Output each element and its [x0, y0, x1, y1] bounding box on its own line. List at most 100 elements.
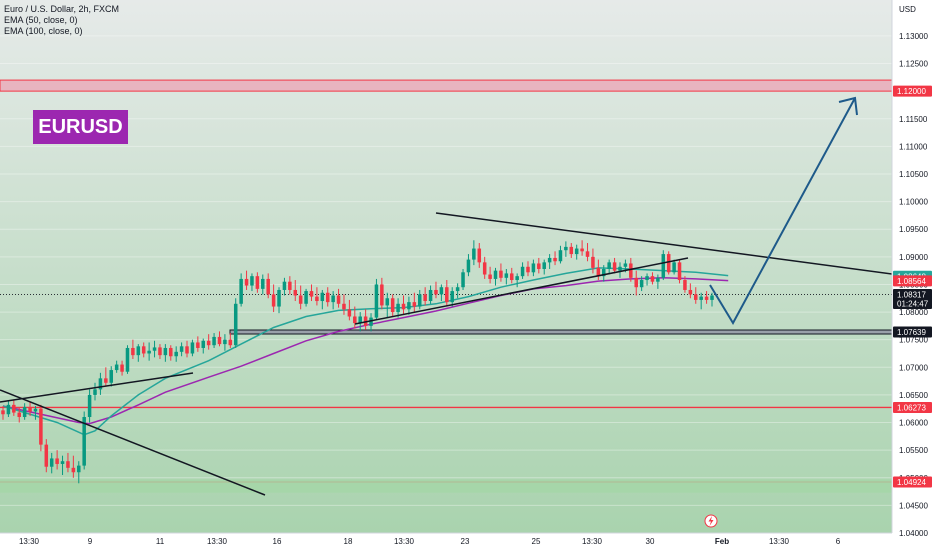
- candle[interactable]: [580, 240, 584, 256]
- candle[interactable]: [509, 267, 514, 284]
- candle[interactable]: [704, 291, 709, 304]
- candle[interactable]: [44, 439, 49, 473]
- bolt-icon[interactable]: [704, 514, 718, 528]
- candle[interactable]: [120, 360, 124, 376]
- candle[interactable]: [282, 277, 287, 296]
- candle[interactable]: [304, 288, 308, 307]
- candle[interactable]: [347, 299, 352, 321]
- candle[interactable]: [174, 346, 178, 362]
- candle[interactable]: [104, 367, 108, 387]
- candle[interactable]: [472, 240, 476, 266]
- candle[interactable]: [607, 259, 611, 275]
- time-axis[interactable]: 13:30 9 11 13:30 16 18 13:30 23 25 13:30 30 Feb 13:3…: [0, 532, 892, 550]
- candle[interactable]: [55, 450, 59, 470]
- candle[interactable]: [77, 461, 81, 484]
- price-axis[interactable]: USD 1.13000 1.12500 1.12000 1.11500 1.11000 1…: [891, 0, 932, 550]
- candle[interactable]: [325, 287, 330, 307]
- candle[interactable]: [244, 270, 249, 290]
- support-1.07639[interactable]: [229, 329, 892, 335]
- projection-path[interactable]: [709, 97, 856, 326]
- candle[interactable]: [461, 268, 465, 290]
- candle[interactable]: [271, 284, 276, 313]
- candle[interactable]: [114, 360, 119, 373]
- candle[interactable]: [152, 340, 157, 358]
- candle[interactable]: [342, 294, 346, 315]
- candle[interactable]: [336, 288, 341, 308]
- price-tag[interactable]: 1.07639: [893, 326, 932, 338]
- candle[interactable]: [358, 312, 362, 332]
- candle[interactable]: [179, 342, 184, 357]
- candle[interactable]: [217, 331, 222, 347]
- candle[interactable]: [515, 273, 519, 288]
- candle[interactable]: [499, 263, 503, 282]
- candle[interactable]: [17, 407, 21, 423]
- candle[interactable]: [564, 241, 568, 257]
- candle[interactable]: [661, 250, 666, 281]
- candle[interactable]: [109, 366, 114, 387]
- candle[interactable]: [39, 404, 43, 452]
- price-tag[interactable]: 1.04924: [893, 476, 932, 488]
- candle[interactable]: [417, 289, 422, 310]
- candle[interactable]: [428, 285, 433, 304]
- candle[interactable]: [33, 405, 38, 420]
- candle[interactable]: [574, 244, 579, 260]
- candle[interactable]: [396, 298, 400, 318]
- candle[interactable]: [434, 281, 438, 299]
- candle[interactable]: [309, 284, 314, 302]
- candle[interactable]: [66, 452, 70, 473]
- candle[interactable]: [450, 287, 454, 307]
- candle[interactable]: [526, 261, 530, 277]
- candle[interactable]: [277, 287, 281, 314]
- candle[interactable]: [261, 274, 265, 295]
- candle[interactable]: [650, 272, 655, 285]
- candle[interactable]: [569, 243, 574, 258]
- candle[interactable]: [455, 283, 460, 299]
- candle[interactable]: [212, 333, 216, 348]
- candle[interactable]: [439, 284, 444, 302]
- candle[interactable]: [147, 342, 151, 361]
- candle[interactable]: [645, 273, 649, 286]
- candle[interactable]: [136, 344, 141, 362]
- candle[interactable]: [353, 306, 357, 329]
- candle[interactable]: [694, 287, 698, 304]
- candle[interactable]: [401, 295, 406, 315]
- candle[interactable]: [531, 259, 536, 277]
- candle[interactable]: [634, 270, 638, 296]
- candle[interactable]: [315, 287, 319, 306]
- candle[interactable]: [158, 344, 162, 360]
- candle[interactable]: [125, 345, 130, 374]
- price-tag[interactable]: 1.06273: [893, 401, 932, 413]
- candle[interactable]: [255, 272, 260, 293]
- candle[interactable]: [288, 276, 292, 295]
- candle[interactable]: [520, 262, 525, 279]
- price-tag[interactable]: 1.08564: [893, 275, 932, 287]
- candle[interactable]: [445, 280, 449, 307]
- candle[interactable]: [666, 251, 671, 275]
- candle[interactable]: [482, 256, 487, 279]
- candle[interactable]: [423, 287, 427, 306]
- candle[interactable]: [380, 277, 384, 310]
- candle[interactable]: [639, 276, 644, 292]
- candle[interactable]: [250, 273, 254, 292]
- legend-ema50[interactable]: EMA (50, close, 0): [4, 15, 78, 25]
- candle[interactable]: [677, 259, 682, 284]
- candle[interactable]: [28, 401, 32, 416]
- candle[interactable]: [591, 248, 595, 274]
- candle[interactable]: [385, 292, 390, 318]
- candle[interactable]: [488, 266, 492, 284]
- candle[interactable]: [190, 339, 195, 357]
- candle[interactable]: [201, 338, 206, 354]
- candle[interactable]: [71, 455, 76, 478]
- candle[interactable]: [596, 259, 601, 281]
- candle[interactable]: [60, 455, 65, 476]
- candle[interactable]: [131, 339, 135, 360]
- candle[interactable]: [228, 333, 233, 348]
- candle[interactable]: [493, 267, 498, 286]
- candle[interactable]: [163, 344, 168, 362]
- candle[interactable]: [87, 389, 92, 423]
- early-trendline-a[interactable]: [0, 389, 266, 496]
- resistance-zone[interactable]: [0, 79, 892, 92]
- candle[interactable]: [656, 274, 660, 289]
- legend-ema100[interactable]: EMA (100, close, 0): [4, 26, 83, 36]
